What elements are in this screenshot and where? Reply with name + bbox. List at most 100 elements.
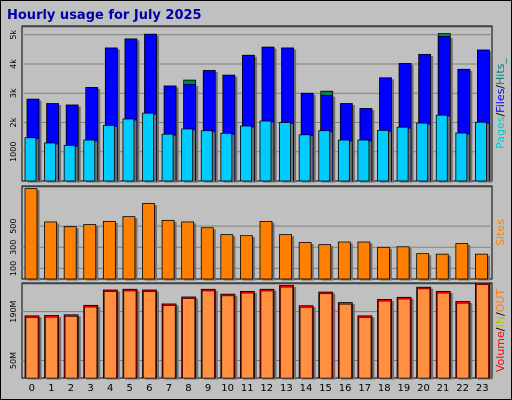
out-bar xyxy=(358,317,372,379)
panel-1-ytick-label: 100 xyxy=(9,261,18,276)
panel-2-ytick-label: 50M xyxy=(9,352,18,369)
out-bar xyxy=(456,303,470,379)
out-bar xyxy=(260,290,274,379)
out-bar xyxy=(25,317,39,379)
hour-tick-label: 8 xyxy=(185,383,191,394)
sites-bar xyxy=(142,203,155,280)
sites-bar xyxy=(298,242,312,280)
pages-bar xyxy=(435,114,448,182)
pages-bar xyxy=(44,142,56,182)
out-bar xyxy=(182,298,195,379)
sites-bar xyxy=(337,241,351,280)
side-label-part: / xyxy=(494,85,507,89)
panel-2-ytick-label: 190M xyxy=(9,300,18,322)
pages-bar xyxy=(220,132,233,182)
pages-bar xyxy=(240,125,252,182)
out-bar xyxy=(280,286,293,379)
sites-bar xyxy=(377,246,390,280)
pages-bar xyxy=(455,132,468,182)
out-bar xyxy=(476,284,489,379)
hour-tick-label: 21 xyxy=(437,383,450,394)
sites-bar xyxy=(161,219,175,280)
sites-bar xyxy=(318,244,332,280)
out-bar xyxy=(241,292,254,379)
hour-tick-label: 18 xyxy=(378,383,391,394)
hour-tick-label: 10 xyxy=(221,383,234,394)
hour-tick-label: 23 xyxy=(476,383,489,394)
sites-bar xyxy=(259,221,273,280)
sites-bar xyxy=(240,235,253,280)
hour-tick-label: 9 xyxy=(205,383,211,394)
hour-tick-label: 3 xyxy=(87,383,93,394)
hour-tick-label: 6 xyxy=(146,383,152,394)
hour-tick-label: 16 xyxy=(339,383,352,394)
sites-bar xyxy=(102,221,116,280)
hour-tick-label: 1 xyxy=(48,383,54,394)
side-label-part: Pages xyxy=(494,116,507,149)
hour-tick-label: 22 xyxy=(456,383,469,394)
hour-tick-label: 19 xyxy=(398,383,411,394)
out-bar xyxy=(437,292,450,379)
panel-0-ytick-label: 5k xyxy=(9,30,18,40)
sites-bar xyxy=(475,253,488,280)
pages-bar xyxy=(63,144,76,182)
sites-bar xyxy=(24,188,38,280)
out-bar xyxy=(378,300,391,379)
sites-bar xyxy=(455,243,469,280)
out-bar xyxy=(123,290,137,379)
pages-bar xyxy=(142,112,154,182)
side-label-part: / xyxy=(494,312,507,316)
pages-bar xyxy=(396,126,409,182)
panel-0-ytick-label: 1000 xyxy=(9,142,18,162)
out-bar xyxy=(397,298,411,379)
panel-1-plot-area xyxy=(21,185,493,280)
hour-tick-label: 5 xyxy=(127,383,133,394)
out-bar xyxy=(162,305,176,379)
panel-2-plot-area xyxy=(21,282,493,379)
pages-bar xyxy=(377,130,389,182)
side-label-part: / xyxy=(494,327,507,331)
sites-bar xyxy=(200,227,214,280)
hour-tick-label: 2 xyxy=(68,383,74,394)
sites-bar xyxy=(416,253,430,280)
pages-bar xyxy=(24,137,37,182)
pages-bar xyxy=(83,139,96,182)
sites-bar xyxy=(83,224,97,280)
hour-tick-label: 11 xyxy=(241,383,254,394)
hour-tick-label: 0 xyxy=(29,383,35,394)
panel-0-ytick-label: 2k xyxy=(9,117,18,127)
pages-bar xyxy=(200,130,213,182)
side-label-part: Sites xyxy=(494,219,507,246)
side-label-part: / xyxy=(494,113,507,117)
out-bar xyxy=(64,316,78,379)
panel-1-ytick-label: 500 xyxy=(9,219,18,234)
panel-0-side-label: Pages/Files/Hits_ xyxy=(494,58,507,149)
sites-bar xyxy=(220,234,234,280)
side-label-part: IN xyxy=(494,316,507,327)
panel-1-ytick-label: 300 xyxy=(9,240,18,255)
pages-bar xyxy=(318,130,331,182)
out-bar xyxy=(339,304,352,379)
chart-title: Hourly usage for July 2025 xyxy=(7,8,202,23)
sites-bar xyxy=(435,253,449,280)
pages-bar xyxy=(298,134,311,182)
pages-bar xyxy=(259,120,272,182)
pages-bar xyxy=(181,128,194,182)
pages-bar xyxy=(475,121,487,182)
sites-bar xyxy=(44,221,57,280)
panel-0-ytick-label: 3k xyxy=(9,88,18,98)
panel-2-side-label: Volume/IN/OUT xyxy=(494,289,507,373)
out-bar xyxy=(319,293,332,379)
pages-bar xyxy=(416,122,429,182)
side-label-part: OUT xyxy=(494,289,507,313)
sites-bar xyxy=(279,234,292,280)
hour-tick-label: 17 xyxy=(358,383,371,394)
hour-tick-label: 7 xyxy=(166,383,172,394)
hour-tick-label: 13 xyxy=(280,383,293,394)
pages-bar xyxy=(102,125,115,182)
pages-bar xyxy=(161,133,174,182)
out-bar xyxy=(84,306,97,379)
sites-bar xyxy=(396,246,410,280)
